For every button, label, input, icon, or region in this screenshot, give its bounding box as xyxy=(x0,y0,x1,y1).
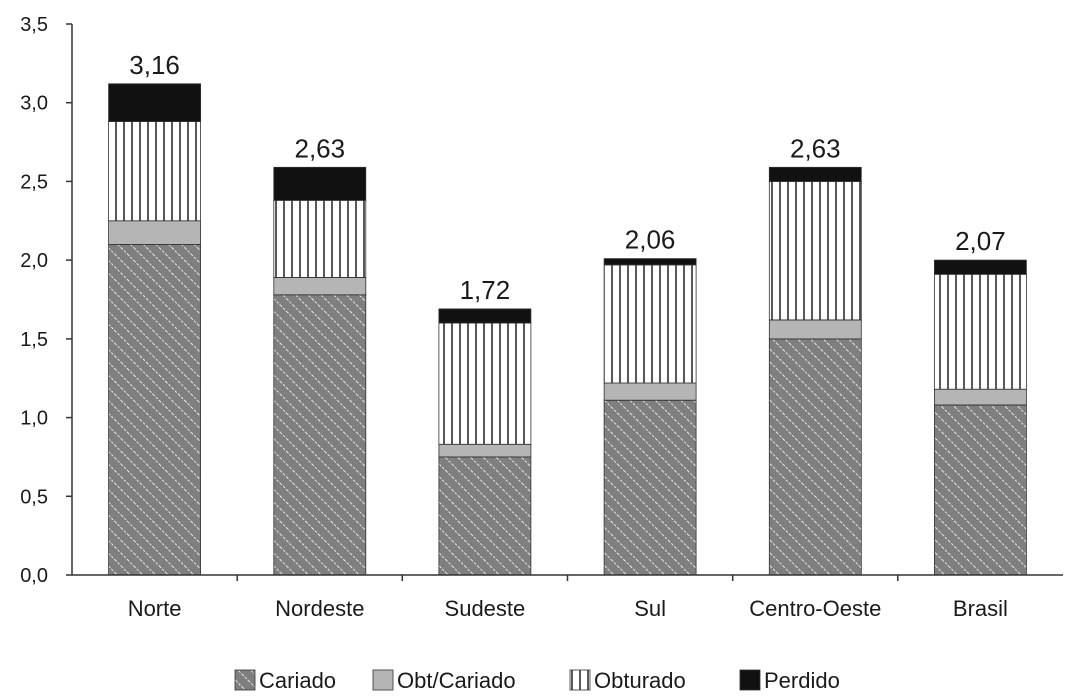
bars-group xyxy=(108,83,1027,576)
y-tick-label: 1,5 xyxy=(20,329,48,351)
x-tick-label: Brasil xyxy=(953,596,1008,621)
bar-segment-cariado-4 xyxy=(768,338,862,576)
bar-segment-cariado-0 xyxy=(108,243,201,576)
bar-total-label: 1,72 xyxy=(460,275,511,305)
bar-segment-obt-cariado-0 xyxy=(108,220,201,245)
bar-segment-obt-cariado-5 xyxy=(934,388,1027,406)
bar-segment-obt-cariado-1 xyxy=(273,277,367,296)
bar-segment-obt-cariado-2 xyxy=(438,443,532,458)
y-tick-label: 2,5 xyxy=(20,171,48,193)
bar-total-label: 2,63 xyxy=(294,133,345,163)
x-tick-label: Nordeste xyxy=(275,596,364,621)
legend-swatch xyxy=(739,669,761,691)
legend-label: Cariado xyxy=(259,668,336,693)
legend: Cariado Obt/Cariado Obturado Perdido xyxy=(234,668,840,693)
x-tick-label: Sudeste xyxy=(445,596,526,621)
bar-total-label: 2,06 xyxy=(625,225,676,255)
y-tick-label: 2,0 xyxy=(20,250,48,272)
bar-segment-perdido-0 xyxy=(108,83,201,123)
y-tick-label: 3,5 xyxy=(20,14,48,36)
legend-item-perdido: Perdido xyxy=(739,668,840,693)
bar-segment-cariado-1 xyxy=(273,294,367,576)
bar-total-label: 3,16 xyxy=(129,50,180,80)
axes-group xyxy=(66,23,1063,581)
legend-swatch xyxy=(372,669,394,691)
bar-segment-perdido-1 xyxy=(273,166,367,201)
x-tick-label: Sul xyxy=(634,596,666,621)
y-tick-label: 3,0 xyxy=(20,93,48,115)
legend-item-obturado: Obturado xyxy=(569,668,686,693)
bar-total-label: 2,63 xyxy=(790,133,841,163)
bar-segment-perdido-3 xyxy=(603,258,697,266)
legend-item-obt-cariado: Obt/Cariado xyxy=(372,668,516,693)
legend-label: Obt/Cariado xyxy=(397,668,516,693)
bar-segment-obt-cariado-4 xyxy=(768,319,862,340)
bar-segment-obturado-1 xyxy=(273,199,367,278)
bar-segment-obturado-0 xyxy=(108,121,201,222)
labels-group: 3,16 Norte 2,63 Nordeste 1,72 Sudeste 2,06 Sul 2… xyxy=(20,14,1008,621)
bar-segment-obturado-2 xyxy=(438,322,532,445)
bar-segment-perdido-4 xyxy=(768,166,862,182)
legend-label: Perdido xyxy=(764,668,840,693)
bar-segment-obturado-4 xyxy=(768,180,862,321)
y-tick-label: 0,5 xyxy=(20,486,48,508)
bar-segment-obturado-5 xyxy=(934,273,1027,390)
bar-segment-cariado-2 xyxy=(438,456,532,576)
x-tick-label: Norte xyxy=(128,596,182,621)
legend-item-cariado: Cariado xyxy=(234,668,336,693)
bar-segment-perdido-2 xyxy=(438,308,532,324)
bar-segment-cariado-5 xyxy=(934,404,1027,576)
x-tick-label: Centro-Oeste xyxy=(749,596,881,621)
bar-segment-cariado-3 xyxy=(603,399,697,576)
legend-label: Obturado xyxy=(594,668,686,693)
legend-swatch xyxy=(569,669,591,691)
bar-segment-perdido-5 xyxy=(934,259,1027,275)
legend-swatch xyxy=(234,669,256,691)
bar-segment-obt-cariado-3 xyxy=(603,382,697,401)
y-tick-label: 0,0 xyxy=(20,565,48,587)
bar-total-label: 2,07 xyxy=(955,226,1006,256)
y-tick-label: 1,0 xyxy=(20,408,48,430)
bar-segment-obturado-3 xyxy=(603,264,697,384)
